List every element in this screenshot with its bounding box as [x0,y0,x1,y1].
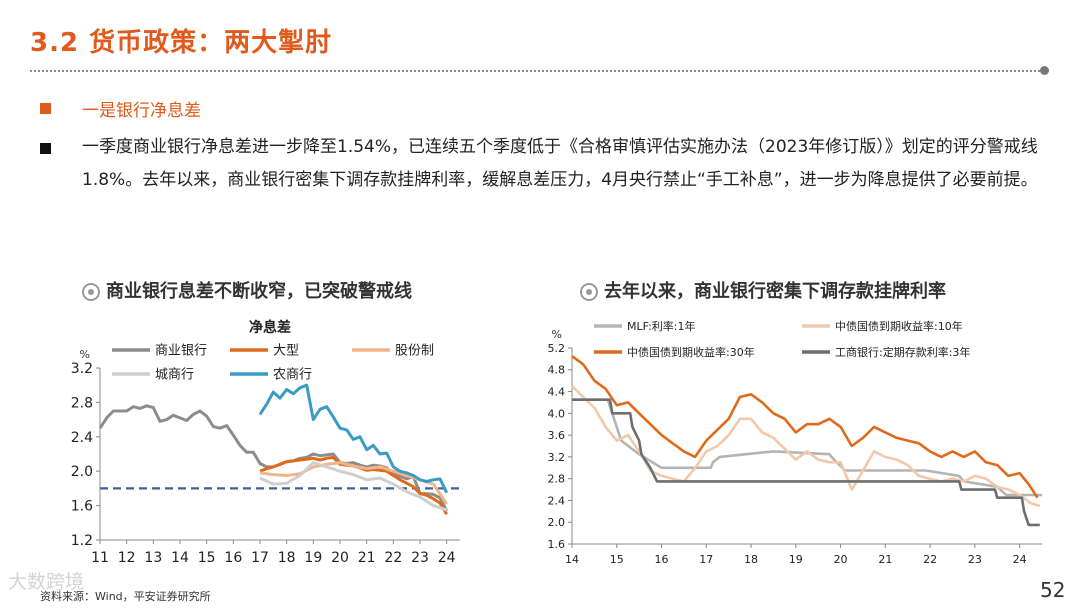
chart2-x-tick-label: 19 [789,553,803,566]
chart2-y-tick-label: 2.0 [548,516,566,529]
chart1-x-tick-label: 16 [224,550,242,566]
chart2-y-tick-label: 3.6 [548,429,566,442]
body-paragraph: 一季度商业银行净息差进一步降至1.54%，已连续五个季度低于《合格审慎评估实施办… [82,137,1038,190]
chart2-y-tick-label: 4.8 [548,364,566,377]
chart2-y-tick-label: 4.4 [548,386,566,399]
chart2-y-tick-label: 4.0 [548,407,566,420]
chart1-series-line-5 [258,383,449,494]
chart1-legend-label: 商业银行 [155,344,207,359]
chart1-title: 净息差 [249,319,291,336]
chart1-x-tick-label: 22 [384,550,402,566]
chart1-y-unit: % [80,348,90,361]
page-number: 52 [1040,578,1066,602]
chart1-x-tick-label: 11 [91,550,109,566]
chart1-y-tick-label: 2.8 [71,395,93,411]
chart1-x-tick-label: 17 [251,550,269,566]
chart1-y-tick-label: 2.4 [71,430,93,446]
chart-heading-icon [580,283,598,301]
chart2-y-tick-label: 1.6 [548,538,566,551]
chart2-y-tick-label: 2.4 [548,494,566,507]
chart1-y-tick-label: 1.2 [71,533,93,549]
chart1-x-tick-label: 19 [304,550,322,566]
chart2-x-tick-label: 23 [968,553,982,566]
chart2-y-unit: % [552,328,562,341]
chart2-x-tick-label: 22 [923,553,937,566]
chart2-legend-label: 中债国债到期收益率:10年 [835,319,963,333]
source-note: 资料来源：Wind，平安证券研究所 [40,590,211,603]
chart1-x-tick-label: 15 [198,550,216,566]
subheading-bullet-icon [40,103,51,114]
chart-heading-icon [82,283,100,301]
chart2-x-tick-label: 21 [878,553,892,566]
body-bullet-icon [40,143,51,154]
chart1-series-line-4 [259,461,448,512]
chart2-legend-label: 工商银行:定期存款利率:3年 [835,345,970,359]
chart1-legend-label: 大型 [273,344,299,359]
slide-title: 3.2 货币政策：两大掣肘 [30,28,333,58]
chart1-legend-label: 城商行 [155,368,194,383]
chart1-x-tick-label: 21 [358,550,376,566]
chart1-x-tick-label: 24 [438,550,456,566]
chart2-x-tick-label: 14 [565,553,579,566]
chart2-heading: 去年以来，商业银行密集下调存款挂牌利率 [604,281,946,302]
chart2-x-tick-label: 16 [655,553,669,566]
chart2-x-tick-label: 20 [834,553,848,566]
chart1-series-line-1 [98,404,449,512]
chart1-x-tick-label: 12 [118,550,136,566]
chart1-x-tick-label: 13 [144,550,162,566]
chart1-x-tick-label: 20 [331,550,349,566]
chart2-legend-label: 中债国债到期收益率:30年 [627,345,755,359]
chart1-x-tick-label: 18 [278,550,296,566]
chart2-series-line-3 [571,355,1039,499]
chart1-y-tick-label: 2.0 [71,464,93,480]
chart1-legend-label: 股份制 [395,344,434,359]
chart2-x-tick-label: 17 [699,553,713,566]
chart2-series-line-2 [571,385,1041,508]
watermark-logo: 大数跨境 [8,571,85,593]
chart2-series-line-4 [572,398,1040,527]
chart1-legend-label: 农商行 [273,368,312,383]
chart1-x-tick-label: 23 [411,550,429,566]
chart2-y-tick-label: 2.8 [548,473,566,486]
title-divider [30,70,1044,72]
divider-end-dot [1040,66,1049,75]
chart1-heading: 商业银行息差不断收窄，已突破警戒线 [106,281,412,302]
chart2-x-tick-label: 18 [744,553,758,566]
chart2-x-tick-label: 24 [1013,553,1027,566]
chart1-y-tick-label: 3.2 [71,361,93,377]
net-interest-margin-chart: % 1.2 1.6 2.0 2.4 2.8 3.2 11 12 13 14 15 16 17 18 19 20 2… [71,319,460,566]
subheading: 一是银行净息差 [82,101,201,121]
deposit-rate-chart: % 1.6 2.0 2.4 2.8 3.2 3.6 4.0 4.4 4.8 5.2 14 15 16 17 1… [548,319,1042,566]
chart2-legend-label: MLF:利率:1年 [627,319,696,333]
chart2-x-tick-label: 15 [610,553,624,566]
chart1-y-tick-label: 1.6 [71,499,93,515]
chart1-x-tick-label: 14 [171,550,189,566]
chart2-y-tick-label: 5.2 [548,342,566,355]
chart2-y-tick-label: 3.2 [548,451,566,464]
